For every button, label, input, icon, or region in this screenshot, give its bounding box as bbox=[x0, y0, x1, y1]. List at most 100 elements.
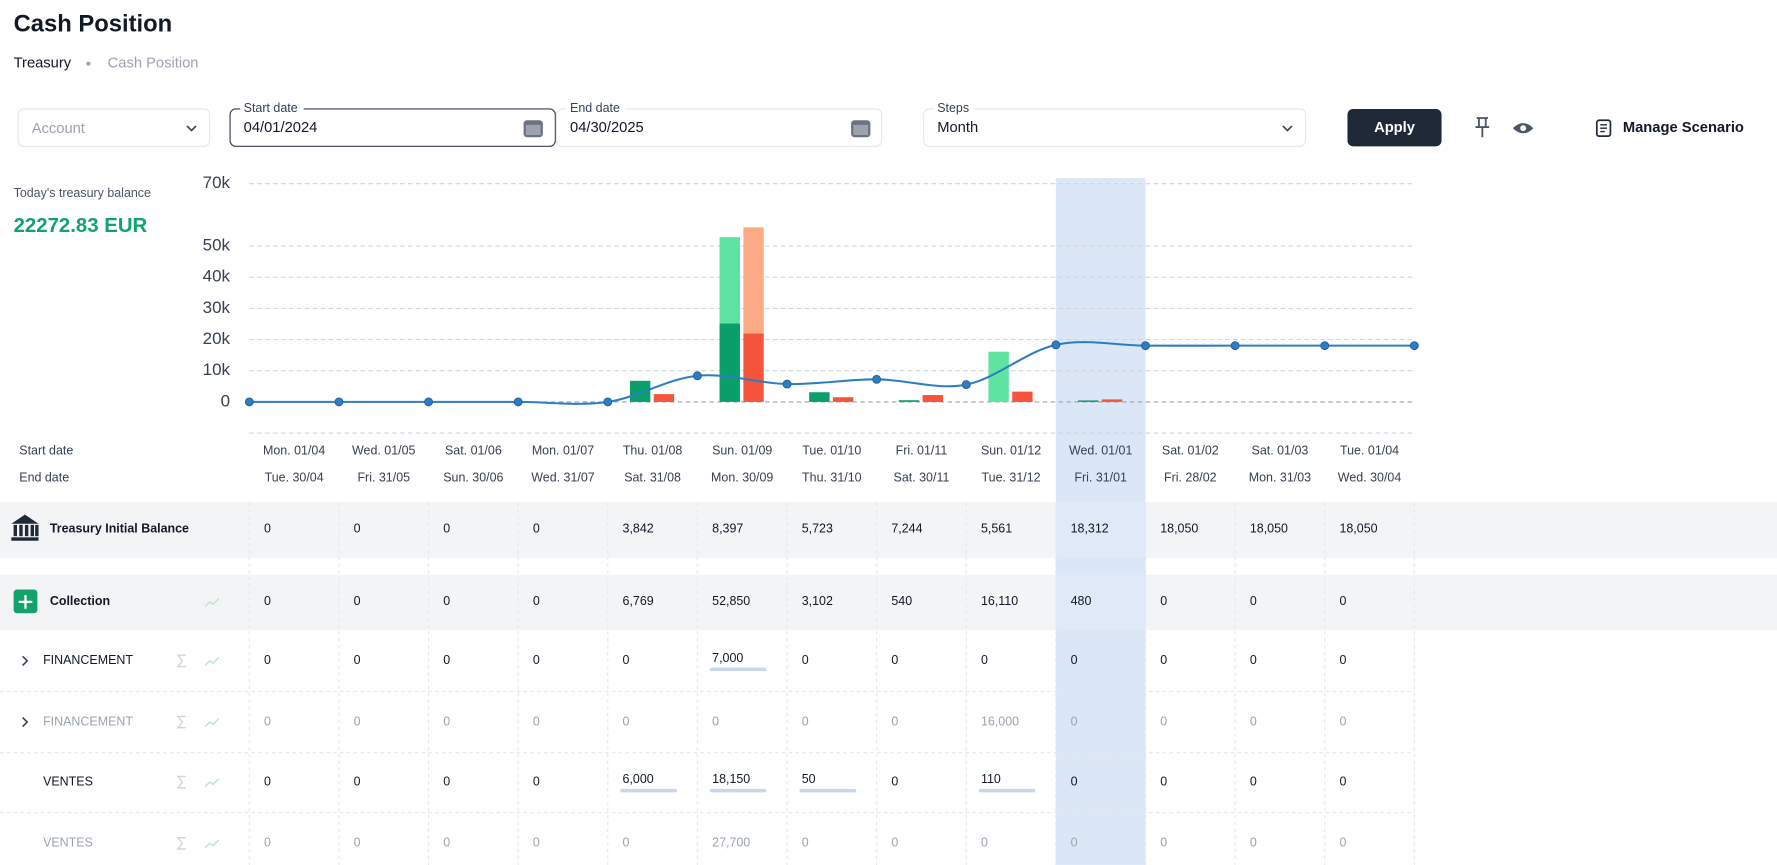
cell-value: 16,000 bbox=[981, 714, 1019, 728]
cell-value: 0 bbox=[1160, 714, 1167, 728]
x-tick-label: Sun. 30/06 bbox=[443, 471, 503, 485]
bar bbox=[1101, 399, 1123, 402]
balance-label: Today's treasury balance bbox=[14, 186, 151, 200]
x-tick-label: Mon. 01/07 bbox=[532, 443, 594, 457]
cell-value: 8,397 bbox=[712, 522, 743, 536]
plus bbox=[18, 595, 33, 609]
y-tick-label: 30k bbox=[203, 298, 231, 317]
cell-value: 18,050 bbox=[1250, 522, 1288, 536]
placeholder: Account bbox=[32, 121, 85, 137]
cell-value: 27,700 bbox=[712, 836, 750, 850]
cell-value: 0 bbox=[1250, 653, 1257, 667]
x-tick-label: Fri. 28/02 bbox=[1164, 471, 1217, 485]
cell-value: 6,000 bbox=[623, 772, 654, 786]
sum-icon bbox=[176, 715, 186, 729]
eye-icon[interactable] bbox=[1512, 123, 1534, 134]
trend-icon bbox=[204, 778, 220, 788]
cell-value: 0 bbox=[354, 594, 361, 608]
apply-button[interactable] bbox=[1347, 108, 1442, 147]
calendar-icon[interactable] bbox=[851, 120, 871, 138]
cell-value: 0 bbox=[1339, 774, 1346, 788]
cell-value: 0 bbox=[802, 653, 809, 667]
cell-value: 0 bbox=[1071, 774, 1078, 788]
row-label: VENTES bbox=[43, 774, 93, 788]
select-box[interactable] bbox=[17, 108, 211, 147]
cell-value: 0 bbox=[354, 774, 361, 788]
balance-point bbox=[1320, 341, 1330, 351]
row-label: VENTES bbox=[43, 836, 93, 850]
x-tick-label: Sun. 01/09 bbox=[712, 443, 772, 457]
cell-value: 0 bbox=[1250, 714, 1257, 728]
cell-value: 0 bbox=[264, 714, 271, 728]
balance-point bbox=[513, 397, 523, 407]
bank-column bbox=[24, 524, 29, 537]
scenario-icon[interactable] bbox=[1595, 119, 1612, 137]
cell-value: 110 bbox=[981, 772, 1001, 786]
bar bbox=[832, 397, 854, 402]
x-tick-label: Wed. 30/04 bbox=[1338, 471, 1402, 485]
breadcrumb-separator bbox=[86, 61, 91, 66]
balance-point bbox=[782, 379, 792, 389]
cell-value: 0 bbox=[1339, 836, 1346, 850]
row-label: Collection bbox=[50, 594, 110, 608]
expand-chevron[interactable] bbox=[22, 655, 29, 666]
bank-base bbox=[11, 537, 39, 541]
bar bbox=[988, 351, 1009, 402]
label-bg bbox=[933, 102, 975, 116]
bank-column bbox=[30, 524, 34, 537]
cell-bar bbox=[978, 788, 1036, 793]
x-tick-label: Tue. 01/10 bbox=[802, 443, 861, 457]
bank-column bbox=[35, 524, 39, 537]
cell-value: 0 bbox=[264, 653, 271, 667]
chevron bbox=[1282, 125, 1293, 132]
input-box[interactable] bbox=[555, 108, 883, 147]
cell-value: 0 bbox=[1160, 653, 1167, 667]
cell-value: 52,850 bbox=[712, 594, 750, 608]
bar bbox=[1012, 391, 1033, 402]
cell-value: 0 bbox=[1339, 594, 1346, 608]
label-bg bbox=[566, 102, 626, 116]
cell-value: 0 bbox=[264, 522, 271, 536]
steps-select[interactable]: Steps Month bbox=[923, 101, 1307, 147]
cell-value: 0 bbox=[264, 836, 271, 850]
cell-value: 0 bbox=[533, 522, 540, 536]
cell-bar bbox=[709, 788, 767, 793]
cell-value: 0 bbox=[354, 714, 361, 728]
pin-icon[interactable] bbox=[1475, 117, 1490, 138]
x-tick-label: Fri. 01/11 bbox=[896, 443, 948, 457]
cell-value: 5,561 bbox=[981, 522, 1012, 536]
account-select[interactable]: Account bbox=[17, 108, 211, 147]
input-box[interactable] bbox=[229, 108, 556, 147]
cell-value: 18,150 bbox=[712, 772, 750, 786]
cell-value: 0 bbox=[533, 774, 540, 788]
balance-point bbox=[334, 397, 344, 407]
start-date-input[interactable]: Start date 04/01/2024 bbox=[229, 101, 556, 147]
cell-value: 0 bbox=[533, 653, 540, 667]
apply-label[interactable]: Apply bbox=[1374, 120, 1416, 136]
x-tick-label: Wed. 31/07 bbox=[531, 471, 595, 485]
balance-point bbox=[872, 374, 882, 384]
bar bbox=[922, 395, 943, 402]
cell-bar bbox=[620, 788, 677, 793]
cell-value: 0 bbox=[443, 522, 450, 536]
input-label: Steps bbox=[937, 101, 969, 115]
cell-value: 480 bbox=[1071, 594, 1092, 608]
calendar-icon[interactable] bbox=[523, 120, 543, 138]
end-date-input[interactable]: End date 04/30/2025 bbox=[555, 101, 883, 147]
input-value: 04/30/2025 bbox=[570, 120, 644, 136]
select-box[interactable] bbox=[923, 108, 1307, 147]
bar bbox=[809, 392, 830, 402]
cell-value: 0 bbox=[891, 714, 898, 728]
expand-chevron[interactable] bbox=[22, 716, 29, 728]
row-label: FINANCEMENT bbox=[43, 653, 133, 667]
breadcrumb: Cash Position bbox=[108, 56, 199, 72]
cell-value: 0 bbox=[1160, 836, 1167, 850]
balance-point bbox=[961, 380, 971, 389]
breadcrumb[interactable]: Treasury bbox=[14, 56, 72, 72]
cell-bar bbox=[709, 667, 767, 672]
cell-value: 5,723 bbox=[802, 522, 833, 536]
cell-value: 0 bbox=[443, 774, 450, 788]
manage-scenario[interactable]: Manage Scenario bbox=[1623, 120, 1744, 136]
x-tick-label: Sun. 01/12 bbox=[981, 443, 1041, 457]
x-tick-label: Wed. 01/01 bbox=[1069, 443, 1133, 457]
